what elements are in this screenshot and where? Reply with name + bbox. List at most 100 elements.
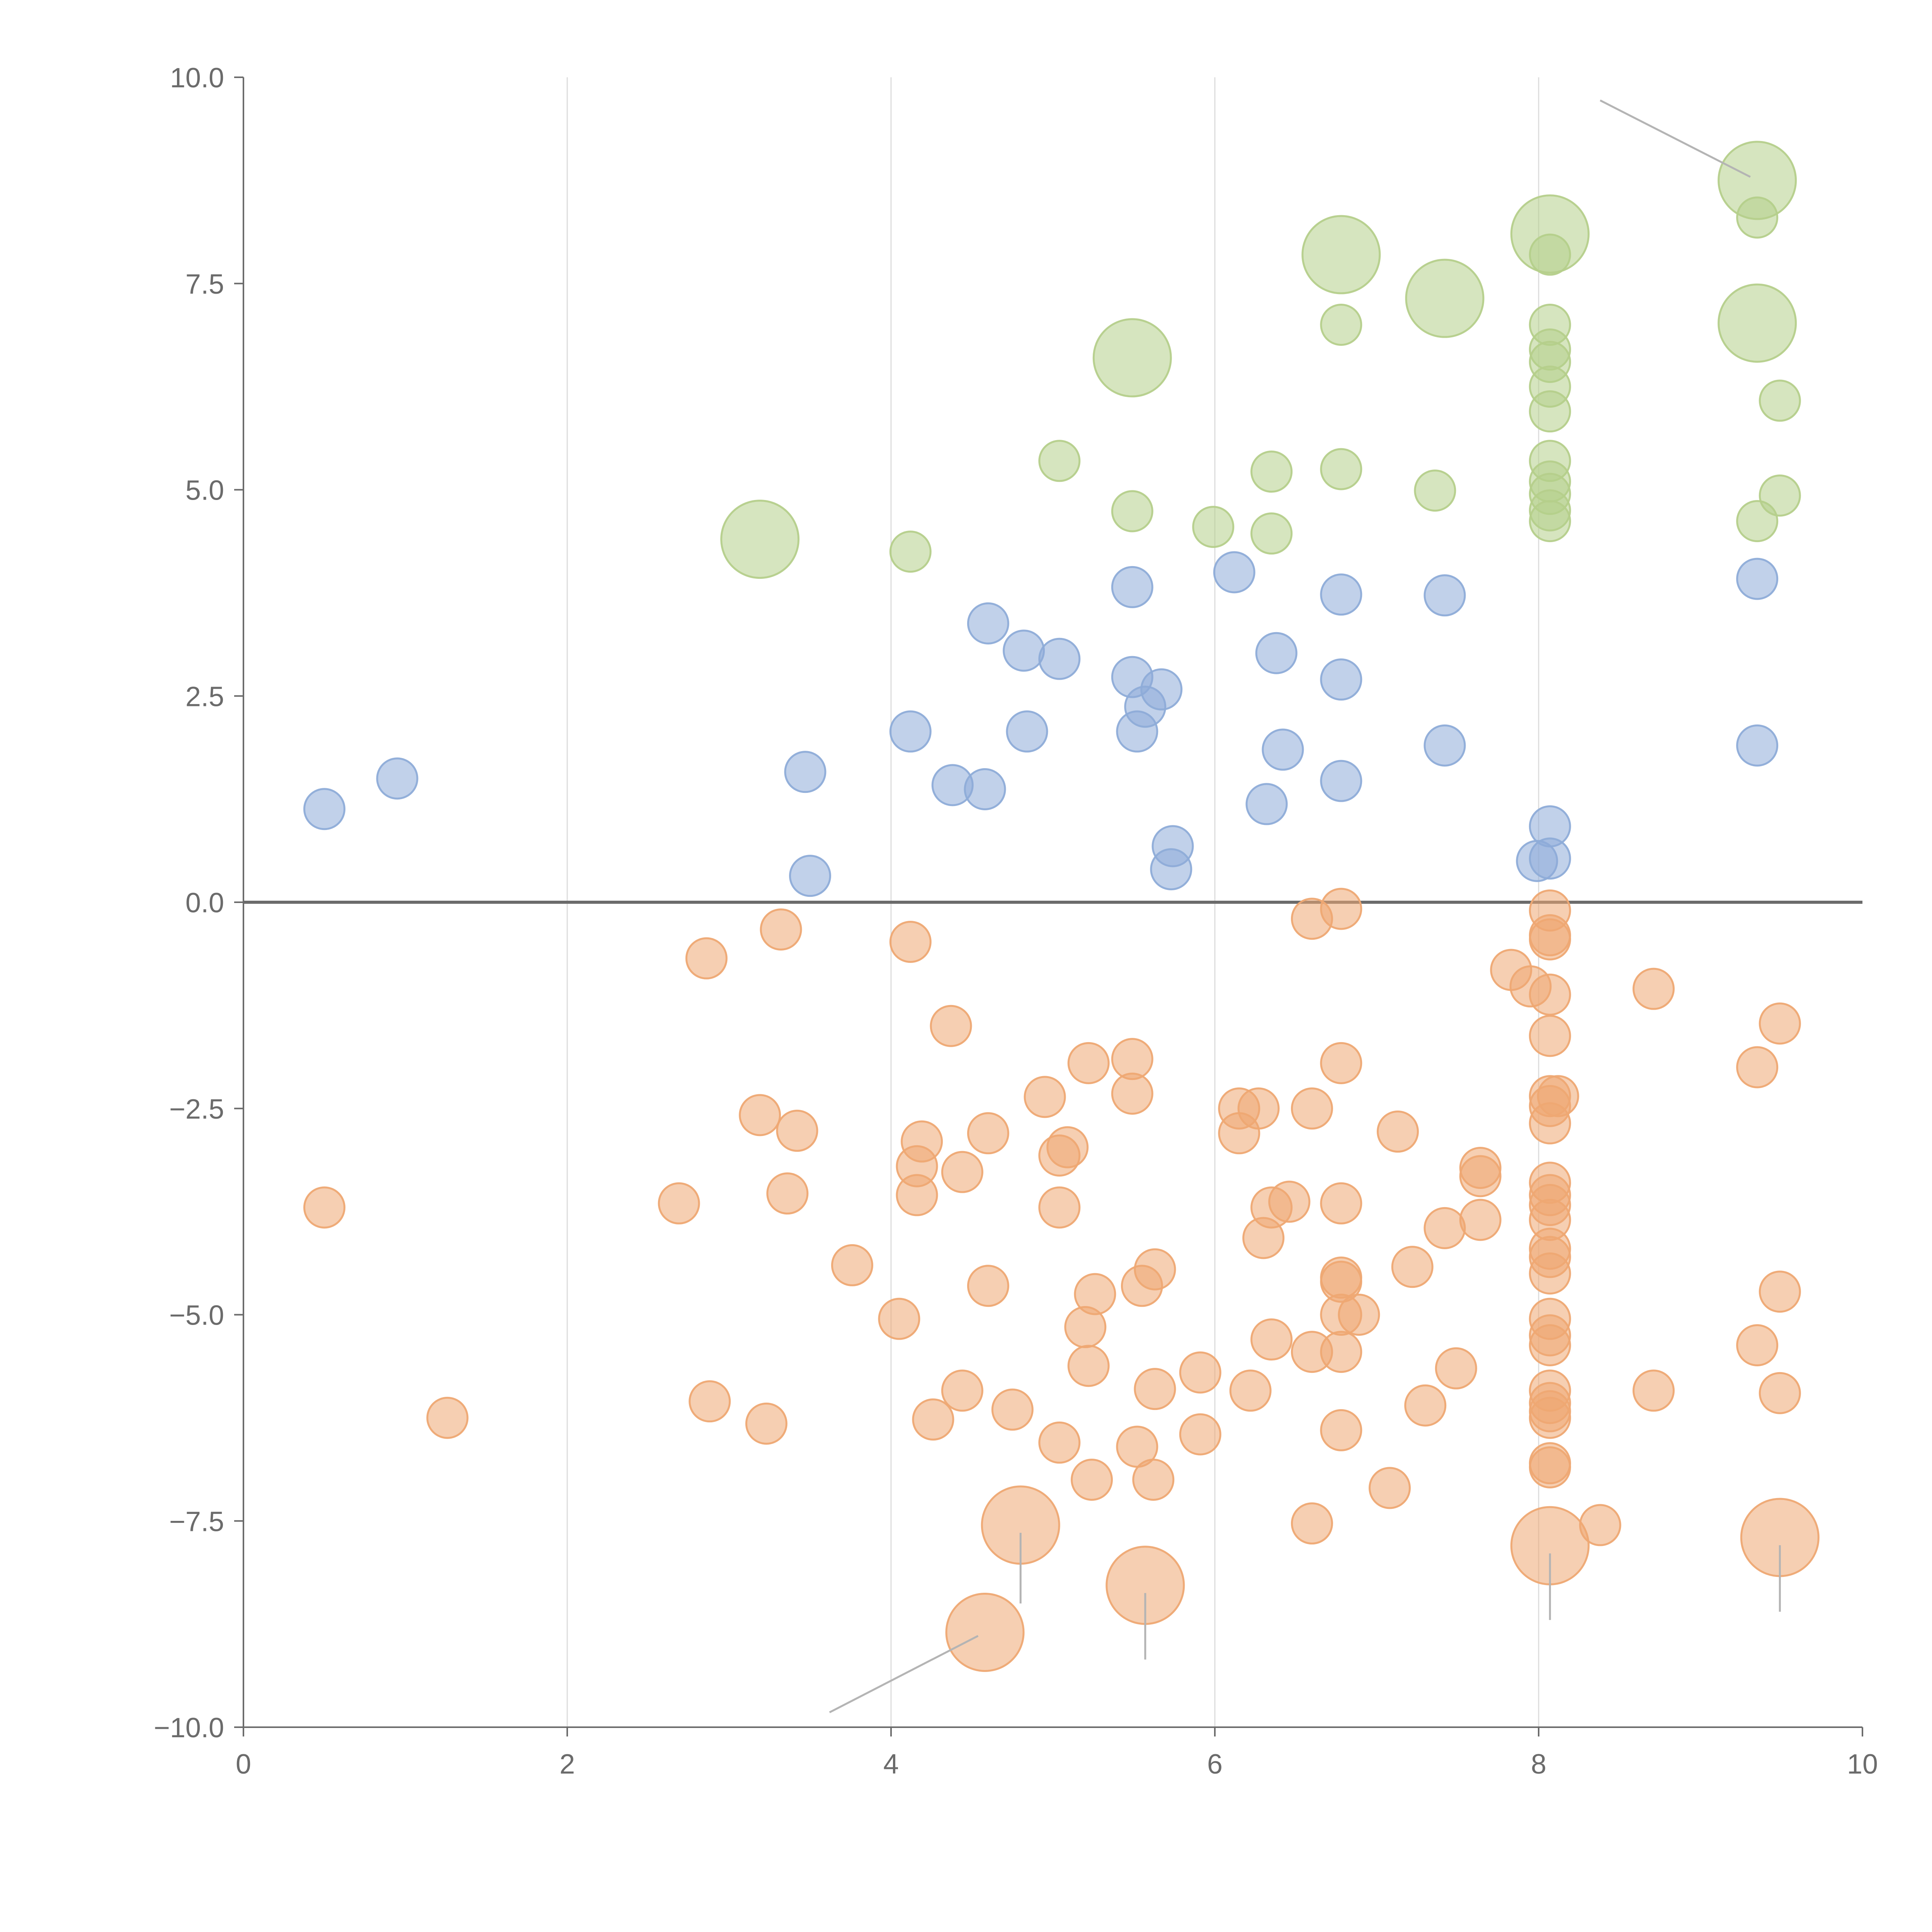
y-tick-label: −5.0 bbox=[169, 1300, 224, 1331]
orange-bubble bbox=[878, 1298, 920, 1340]
y-tick-label: 2.5 bbox=[185, 681, 224, 712]
orange-large-bubble bbox=[945, 1592, 1025, 1672]
blue-bubble bbox=[964, 768, 1006, 811]
green-large-bubble bbox=[1510, 194, 1590, 274]
orange-bubble bbox=[1376, 1111, 1419, 1153]
green-bubble bbox=[889, 531, 932, 573]
annotation-leader-line bbox=[1600, 99, 1751, 178]
blue-bubble bbox=[1038, 638, 1081, 680]
orange-bubble bbox=[941, 1369, 983, 1412]
orange-bubble bbox=[1736, 1046, 1779, 1088]
orange-bubble bbox=[1423, 1207, 1466, 1249]
x-tick-label: 4 bbox=[883, 1749, 899, 1780]
orange-bubble bbox=[1459, 1199, 1502, 1241]
blue-bubble bbox=[1111, 566, 1153, 608]
green-bubble bbox=[1192, 506, 1235, 548]
orange-bubble bbox=[1046, 1126, 1089, 1168]
orange-bubble bbox=[760, 908, 802, 951]
green-large-bubble bbox=[720, 500, 800, 579]
orange-bubble bbox=[739, 1094, 781, 1136]
y-tick-label: −10.0 bbox=[154, 1713, 224, 1743]
blue-bubble bbox=[1320, 573, 1362, 616]
orange-bubble bbox=[1268, 1180, 1311, 1223]
axes bbox=[234, 77, 1863, 1736]
green-bubble bbox=[1320, 448, 1362, 490]
chart-marks bbox=[303, 141, 1820, 1672]
orange-bubble bbox=[1067, 1042, 1110, 1084]
blue-bubble bbox=[1736, 724, 1779, 767]
green-bubble bbox=[1250, 512, 1293, 555]
green-bubble bbox=[1759, 474, 1801, 517]
orange-bubble bbox=[1632, 1369, 1675, 1412]
orange-bubble bbox=[912, 1398, 954, 1441]
blue-bubble bbox=[1423, 724, 1466, 767]
green-bubble bbox=[1529, 390, 1571, 433]
orange-bubble bbox=[1529, 1324, 1571, 1366]
orange-bubble bbox=[967, 1112, 1009, 1155]
orange-bubble bbox=[689, 1380, 731, 1423]
orange-bubble bbox=[1632, 968, 1675, 1010]
y-tick-label: 10.0 bbox=[170, 63, 224, 94]
orange-bubble bbox=[1338, 1294, 1380, 1336]
green-large-bubble bbox=[1718, 283, 1797, 363]
orange-bubble bbox=[1071, 1459, 1113, 1501]
orange-bubble bbox=[889, 920, 932, 963]
orange-bubble bbox=[1067, 1345, 1110, 1387]
y-tick-label: −7.5 bbox=[169, 1506, 224, 1537]
blue-bubble bbox=[1320, 658, 1362, 701]
orange-bubble bbox=[1391, 1246, 1434, 1288]
orange-bubble bbox=[1320, 888, 1362, 930]
orange-bubble bbox=[930, 1005, 972, 1047]
orange-bubble bbox=[1320, 1182, 1362, 1225]
orange-bubble bbox=[1134, 1248, 1176, 1291]
orange-bubble bbox=[831, 1244, 873, 1286]
orange-bubble bbox=[1250, 1318, 1293, 1361]
green-bubble bbox=[1111, 490, 1153, 532]
orange-bubble bbox=[685, 937, 728, 980]
orange-bubble bbox=[658, 1182, 700, 1225]
orange-bubble bbox=[426, 1396, 469, 1439]
y-tick-label: 5.0 bbox=[185, 475, 224, 506]
x-tick-label: 10 bbox=[1847, 1749, 1878, 1780]
blue-bubble bbox=[1006, 710, 1048, 753]
green-bubble bbox=[1414, 469, 1456, 512]
orange-bubble bbox=[901, 1120, 943, 1163]
blue-bubble bbox=[376, 757, 418, 800]
orange-bubble bbox=[1229, 1369, 1272, 1412]
orange-bubble bbox=[776, 1109, 818, 1152]
orange-bubble bbox=[1237, 1087, 1280, 1130]
orange-bubble bbox=[745, 1402, 787, 1445]
orange-bubble bbox=[1134, 1368, 1176, 1410]
x-tick-label: 6 bbox=[1207, 1749, 1223, 1780]
orange-bubble bbox=[1529, 973, 1571, 1016]
orange-bubble bbox=[896, 1174, 938, 1216]
orange-bubble bbox=[1132, 1459, 1175, 1501]
orange-bubble bbox=[1529, 1015, 1571, 1057]
annotation-leader-line bbox=[829, 1635, 979, 1713]
orange-bubble bbox=[1736, 1324, 1779, 1366]
orange-bubble bbox=[1759, 1372, 1801, 1414]
blue-bubble bbox=[1529, 837, 1571, 880]
blue-bubble bbox=[1213, 551, 1255, 594]
y-tick-label: 7.5 bbox=[185, 269, 224, 300]
x-tick-label: 0 bbox=[236, 1749, 251, 1780]
blue-bubble bbox=[1255, 632, 1298, 674]
tick-labels: 0 2 4 6 8 10 −10.0 −7.5 −5.0 −2.5 0.0 2.5 5.0 7.5 10.0 bbox=[154, 63, 1878, 1780]
blue-bubble bbox=[1423, 574, 1466, 617]
orange-bubble bbox=[1320, 1331, 1362, 1373]
orange-bubble bbox=[1404, 1384, 1447, 1427]
blue-bubble bbox=[303, 788, 345, 830]
green-bubble bbox=[1759, 379, 1801, 422]
blue-bubble bbox=[1150, 848, 1192, 891]
orange-bubble bbox=[1291, 1502, 1333, 1545]
orange-bubble bbox=[1529, 1446, 1571, 1488]
green-bubble bbox=[1038, 440, 1081, 482]
green-bubble bbox=[1529, 500, 1571, 543]
blue-bubble bbox=[889, 710, 932, 753]
y-tick-label: −2.5 bbox=[169, 1094, 224, 1125]
orange-bubble bbox=[991, 1388, 1034, 1431]
blue-bubble bbox=[1262, 728, 1304, 771]
orange-bubble bbox=[1529, 1252, 1571, 1295]
orange-bubble bbox=[1435, 1347, 1477, 1389]
